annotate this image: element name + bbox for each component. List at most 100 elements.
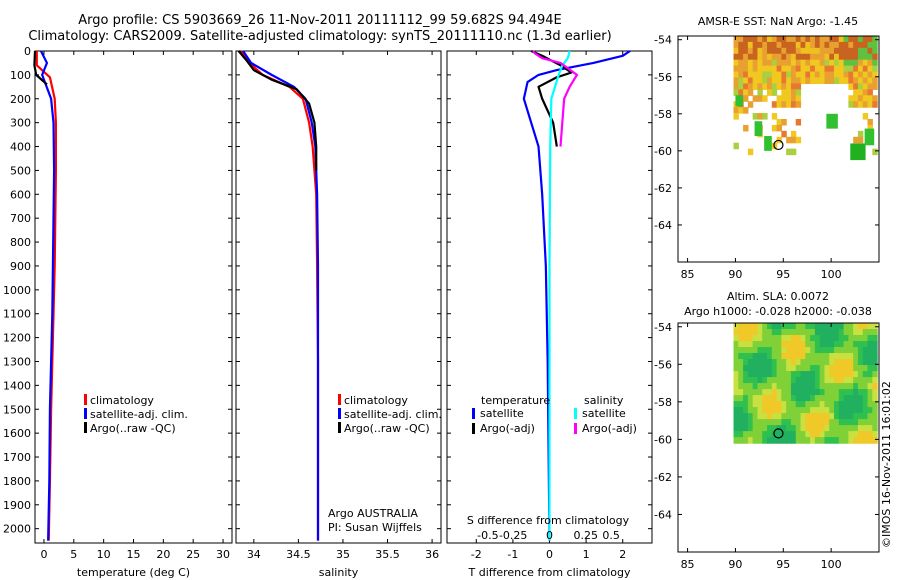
- map-cell: [864, 128, 875, 146]
- map-cell: [848, 65, 854, 73]
- map-cell: [757, 65, 763, 73]
- map-cell: [805, 365, 811, 372]
- map-cell: [738, 347, 744, 354]
- map-cell: [834, 353, 840, 360]
- map-cell: [795, 383, 802, 390]
- map-cell: [762, 95, 768, 102]
- map-cell: [733, 377, 739, 384]
- map-cell: [790, 353, 797, 360]
- map-cell: [795, 401, 802, 408]
- map-cell: [805, 47, 811, 55]
- map-cell: [819, 359, 826, 366]
- map-cell: [733, 323, 739, 330]
- map-cell: [776, 347, 782, 354]
- map-y-tick-label: -54: [654, 321, 672, 334]
- map-cell: [795, 65, 802, 73]
- map-cell: [786, 323, 792, 330]
- map-cell: [786, 148, 792, 156]
- map-cell: [814, 401, 821, 408]
- map-cell: [867, 371, 873, 378]
- map-cell: [762, 335, 768, 342]
- map-cell: [790, 71, 797, 79]
- map-cell: [738, 431, 744, 438]
- map-cell: [862, 77, 869, 85]
- map-cell: [848, 365, 854, 372]
- map-cell: [776, 383, 782, 390]
- map-cell: [872, 41, 878, 49]
- map-cell: [795, 77, 802, 85]
- map-cell: [834, 437, 840, 444]
- map-cell: [800, 383, 806, 390]
- map-cell: [757, 425, 763, 432]
- map-cell: [757, 413, 763, 420]
- map-cell: [752, 347, 759, 354]
- series-line: [39, 50, 56, 541]
- map-cell: [867, 65, 873, 73]
- map-cell: [776, 371, 782, 378]
- map-cell: [771, 353, 778, 360]
- map-cell: [752, 47, 759, 55]
- y-tick-label: 600: [10, 188, 31, 201]
- map-cell: [838, 401, 845, 408]
- map-cell: [853, 323, 859, 330]
- map-cell: [757, 365, 763, 372]
- x-axis-label: salinity: [319, 566, 359, 579]
- map-cell: [762, 341, 768, 348]
- map-cell: [771, 395, 778, 402]
- map-cell: [805, 389, 811, 396]
- map-cell: [747, 395, 754, 402]
- map-cell: [743, 365, 749, 372]
- x-tick-label-top: -0.5: [477, 529, 498, 542]
- map-cell: [781, 413, 787, 420]
- map-cell: [776, 329, 782, 336]
- map-cell: [805, 401, 811, 408]
- map-cell: [829, 53, 835, 61]
- map-cell: [733, 365, 739, 372]
- map-cell: [790, 83, 797, 90]
- map-cell: [853, 329, 859, 336]
- map-cell: [857, 71, 864, 79]
- map-cell: [834, 36, 840, 43]
- map-cell: [752, 329, 759, 336]
- map-cell: [786, 437, 792, 444]
- map-cell: [767, 437, 773, 444]
- map-cell: [800, 359, 806, 366]
- map-cell: [767, 389, 773, 396]
- map-cell: [781, 359, 787, 366]
- map-cell: [867, 347, 873, 354]
- map-cell: [824, 365, 830, 372]
- map-cell: [786, 407, 792, 414]
- map-cell: [743, 413, 749, 420]
- map-cell: [838, 335, 845, 342]
- map-cell: [810, 323, 816, 330]
- map-cell: [819, 365, 826, 372]
- map-cell: [733, 395, 739, 402]
- x-tick-label: 1: [583, 548, 590, 561]
- sla-map-title-line1: Altim. SLA: 0.0072: [727, 290, 829, 303]
- map-cell: [786, 359, 792, 366]
- map-cell: [862, 101, 869, 108]
- map-cell: [853, 71, 859, 79]
- map-y-tick-label: -58: [654, 396, 672, 409]
- map-cell: [862, 71, 869, 79]
- map-y-tick-label: -60: [654, 433, 672, 446]
- map-cell: [743, 41, 749, 49]
- map-cell: [867, 419, 873, 426]
- map-cell: [819, 389, 826, 396]
- map-cell: [771, 323, 778, 330]
- map-cell: [843, 383, 849, 390]
- y-tick-label: 400: [10, 141, 31, 154]
- map-cell: [867, 365, 873, 372]
- map-cell: [800, 335, 806, 342]
- map-cell: [738, 371, 744, 378]
- map-cell: [872, 341, 878, 348]
- map-cell: [762, 395, 768, 402]
- map-cell: [767, 353, 773, 360]
- map-cell: [771, 425, 778, 432]
- map-cell: [733, 347, 739, 354]
- map-cell: [767, 341, 773, 348]
- y-tick-label: 1400: [3, 379, 31, 392]
- map-cell: [867, 89, 873, 96]
- map-cell: [743, 83, 749, 90]
- map-cell: [752, 65, 759, 73]
